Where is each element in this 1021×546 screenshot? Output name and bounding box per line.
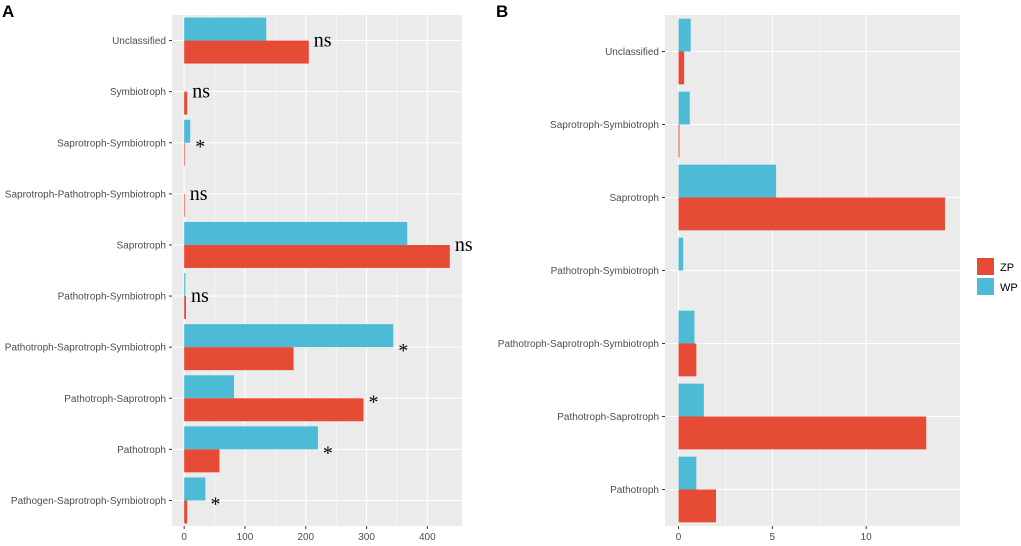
- category-label-pathotroph-symbiotroph: Pathotroph-Symbiotroph: [551, 266, 659, 277]
- significance-pathotroph-saprotroph: *: [369, 391, 379, 413]
- x-tick-label: 10: [861, 532, 873, 543]
- bar-zp-pathotroph-symbiotroph: [184, 296, 186, 320]
- panel-b: B PathotrophPathotroph-SaprotrophPathotr…: [496, 2, 960, 543]
- x-tick-label: 400: [419, 532, 436, 543]
- significance-saprotroph: ns: [455, 234, 473, 256]
- bar-wp-saprotroph-symbiotroph: [184, 119, 191, 143]
- bar-zp-pathotroph-saprotroph-symbiotroph: [184, 347, 294, 371]
- category-label-unclassified: Unclassified: [112, 36, 166, 47]
- bar-wp-pathotroph-symbiotroph: [184, 273, 186, 297]
- category-label-pathotroph-saprotroph-symbiotroph: Pathotroph-Saprotroph-Symbiotroph: [498, 339, 659, 350]
- category-labels-a: Pathogen-Saprotroph-Symbiotroph Pathotrop…: [5, 36, 172, 507]
- bar-zp-unclassified: [184, 40, 309, 64]
- bar-wp-saprotroph: [678, 164, 777, 198]
- significance-saprotroph-symbiotroph: *: [195, 136, 205, 158]
- significance-pathogen-saprotroph-symbiotroph: *: [210, 493, 220, 515]
- category-label-saprotroph-symbiotroph: Saprotroph-Symbiotroph: [550, 120, 659, 131]
- bar-wp-pathotroph-saprotroph-symbiotroph: [678, 310, 695, 344]
- bar-zp-saprotroph-symbiotroph: [678, 124, 680, 158]
- category-label-pathotroph: Pathotroph: [117, 445, 166, 456]
- category-label-unclassified: Unclassified: [605, 47, 659, 58]
- bar-wp-saprotroph: [184, 221, 408, 245]
- bar-zp-pathotroph-saprotroph: [678, 416, 927, 450]
- category-label-saprotroph: Saprotroph: [610, 193, 659, 204]
- x-tick-label: 0: [676, 532, 682, 543]
- category-label-pathotroph-saprotroph-symbiotroph: Pathotroph-Saprotroph-Symbiotroph: [5, 343, 166, 354]
- bar-wp-saprotroph-symbiotroph: [678, 91, 690, 125]
- bar-wp-unclassified: [184, 17, 267, 41]
- bar-zp-saprotroph: [184, 244, 450, 268]
- panel-label-b: B: [496, 2, 508, 21]
- panel-label-a: A: [2, 2, 14, 21]
- significance-symbiotroph: ns: [192, 81, 210, 103]
- category-labels-b: Pathotroph Pathotroph-Saprotroph Pathotrop…: [498, 47, 665, 496]
- x-tick-label: 5: [770, 532, 776, 543]
- category-label-pathotroph-saprotroph: Pathotroph-Saprotroph: [557, 412, 659, 423]
- bar-wp-pathotroph: [678, 456, 697, 490]
- bar-wp-pathotroph: [184, 426, 318, 450]
- bar-zp-unclassified: [678, 51, 685, 85]
- category-label-saprotroph-symbiotroph: Saprotroph-Symbiotroph: [57, 138, 166, 149]
- legend: ZP WP: [977, 258, 1018, 295]
- category-label-saprotroph: Saprotroph: [117, 240, 166, 251]
- category-label-pathotroph: Pathotroph: [610, 485, 659, 496]
- bar-zp-pathotroph: [184, 449, 220, 473]
- x-ticks-a: 0 100 200 300 400: [181, 526, 436, 543]
- bar-zp-saprotroph: [678, 197, 945, 231]
- x-ticks-b: 0 5 10: [676, 526, 872, 543]
- category-label-pathogen-saprotroph-symbiotroph: Pathogen-Saprotroph-Symbiotroph: [11, 496, 166, 507]
- significance-unclassified: ns: [314, 30, 332, 52]
- panel-a: A * * * * ns ns ns * ns ns Pathogen-Saprotroph-Sy…: [2, 2, 473, 543]
- x-tick-label: 200: [297, 532, 314, 543]
- bar-zp-saprotroph-pathotroph-symbiotroph: [184, 193, 185, 217]
- bar-zp-pathotroph-saprotroph-symbiotroph: [678, 343, 697, 377]
- bars-a: [184, 17, 450, 524]
- bar-zp-saprotroph-symbiotroph: [184, 142, 185, 166]
- bar-zp-pathotroph-saprotroph: [184, 398, 364, 422]
- bar-wp-pathogen-saprotroph-symbiotroph: [184, 477, 206, 501]
- bar-wp-pathotroph-symbiotroph: [678, 237, 684, 271]
- bars-b: [678, 18, 945, 523]
- bar-wp-unclassified: [678, 18, 691, 52]
- x-tick-label: 300: [358, 532, 375, 543]
- bar-zp-symbiotroph: [184, 91, 188, 115]
- legend-label-wp: WP: [1000, 282, 1018, 294]
- bar-zp-pathotroph: [678, 489, 717, 523]
- significance-pathotroph-symbiotroph: ns: [191, 285, 209, 307]
- bar-wp-pathotroph-saprotroph: [184, 375, 235, 399]
- legend-swatch-wp: [977, 278, 994, 295]
- significance-saprotroph-pathotroph-symbiotroph: ns: [190, 183, 208, 205]
- category-label-pathotroph-saprotroph: Pathotroph-Saprotroph: [64, 394, 166, 405]
- significance-labels-a: * * * * ns ns ns * ns ns: [190, 30, 473, 516]
- significance-pathotroph-saprotroph-symbiotroph: *: [398, 340, 408, 362]
- x-tick-label: 0: [181, 532, 187, 543]
- category-label-saprotroph-pathotroph-symbiotroph: Saprotroph-Pathotroph-Symbiotroph: [5, 189, 166, 200]
- bar-wp-pathotroph-saprotroph-symbiotroph: [184, 324, 394, 348]
- bar-zp-pathogen-saprotroph-symbiotroph: [184, 500, 188, 524]
- category-label-symbiotroph: Symbiotroph: [110, 87, 166, 98]
- category-label-pathotroph-symbiotroph: Pathotroph-Symbiotroph: [58, 292, 166, 303]
- x-tick-label: 100: [237, 532, 254, 543]
- significance-pathotroph: *: [323, 442, 333, 464]
- legend-label-zp: ZP: [1000, 262, 1014, 274]
- bar-wp-pathotroph-saprotroph: [678, 383, 704, 417]
- legend-swatch-zp: [977, 258, 994, 275]
